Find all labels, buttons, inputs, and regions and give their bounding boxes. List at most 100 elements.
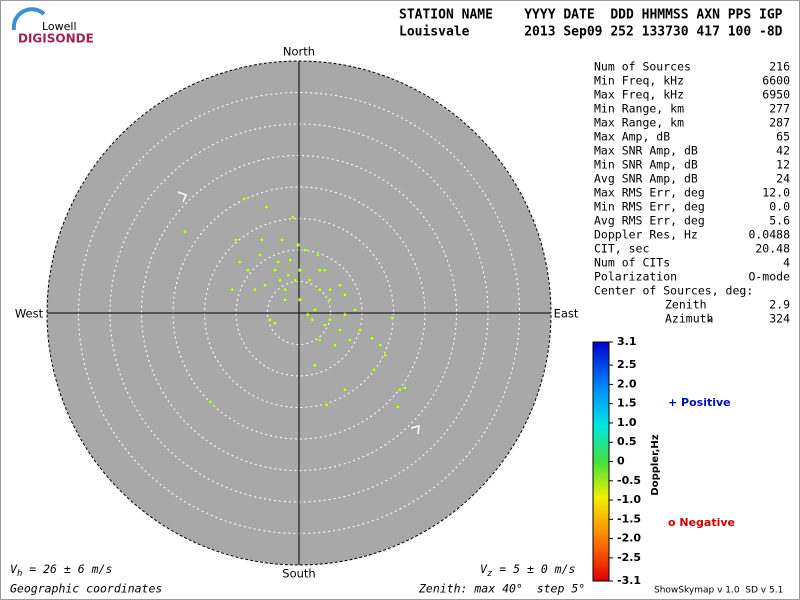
source-point: [242, 196, 247, 202]
source-point: [298, 268, 303, 273]
colorbar-tick-label: 2.5: [617, 358, 637, 371]
colorbar: [592, 341, 610, 582]
source-point: [310, 317, 315, 323]
stat-label: Max SNR Amp, dB: [594, 144, 698, 158]
source-point: [230, 287, 235, 292]
dir-label: South: [282, 567, 315, 581]
source-point: [337, 283, 343, 288]
source-point: [295, 242, 300, 248]
stat-label: Min SNR Amp, dB: [594, 158, 698, 172]
stat-label: Num of CITs: [594, 256, 670, 270]
stat-value: 65: [776, 130, 790, 144]
coords-label: Geographic coordinates: [10, 582, 162, 596]
source-point: [288, 257, 293, 263]
colorbar-tick-label: 1.5: [617, 397, 637, 410]
stat-label: Avg RMS Err, deg: [594, 214, 705, 228]
colorbar-tick-label: 2.0: [617, 377, 637, 390]
source-point: [312, 363, 317, 368]
source-point: [322, 322, 327, 328]
stat-value: 6950: [762, 88, 790, 102]
source-point: [378, 343, 383, 348]
center-label: Zenith: [665, 298, 707, 312]
stat-label: Min Freq, kHz: [594, 74, 684, 88]
source-point: [298, 297, 303, 302]
source-point: [267, 317, 273, 323]
stat-label: Max Range, km: [594, 116, 684, 130]
source-point: [402, 385, 407, 391]
source-point: [358, 327, 363, 333]
source-point: [390, 315, 395, 321]
source-point: [307, 278, 312, 283]
header-line: Louisvale 2013 Sep09 252 133730 417 100 …: [399, 25, 783, 40]
stat-label: Max Amp, dB: [594, 130, 670, 144]
source-point: [352, 307, 358, 312]
stat-label: Doppler Res, Hz: [594, 228, 698, 242]
stat-label: Num of Sources: [594, 60, 691, 74]
source-point: [312, 307, 317, 312]
source-point: [342, 292, 348, 297]
colorbar-tick-label: -3.1: [617, 574, 641, 587]
stat-value: 6600: [762, 74, 790, 88]
source-point: [272, 320, 278, 326]
stat-value: 0.0: [769, 200, 790, 214]
dir-label: North: [283, 45, 315, 59]
colorbar-tick-label: 0.5: [617, 435, 637, 448]
logo-bottom: DIGISONDE: [18, 32, 94, 46]
stat-label: Avg SNR Amp, dB: [594, 172, 698, 186]
stat-value: O-mode: [748, 270, 790, 284]
stat-label: Min RMS Err, deg: [594, 200, 705, 214]
dir-label: West: [15, 307, 44, 321]
source-point: [397, 387, 402, 392]
legend-negative: o Negative: [668, 516, 735, 529]
source-point: [347, 337, 353, 343]
stat-label: CIT, sec: [594, 242, 649, 256]
colorbar-tick-label: -2.5: [617, 551, 641, 564]
stat-value: 42: [776, 144, 790, 158]
zenith-label: Zenith: max 40° step 5°: [418, 582, 585, 596]
source-point: [305, 312, 310, 317]
azimuth-icon: [707, 317, 713, 322]
source-point: [233, 237, 239, 243]
source-point: [264, 205, 269, 210]
source-point: [317, 287, 322, 292]
stat-value: 12: [776, 158, 790, 172]
stat-value: 216: [769, 60, 790, 74]
colorbar-tick-label: 0: [617, 455, 625, 468]
source-point: [279, 237, 285, 243]
source-point: [342, 387, 348, 392]
source-point: [278, 278, 283, 283]
stat-value: 277: [769, 102, 790, 116]
stat-label: Min Range, km: [594, 102, 684, 116]
source-point: [252, 287, 257, 292]
stat-value: 4: [783, 256, 790, 270]
legend-positive: + Positive: [668, 396, 731, 409]
colorbar-tick-label: 1.0: [617, 416, 637, 429]
stat-value: 5.6: [769, 214, 790, 228]
stat-value: 24: [776, 172, 790, 186]
source-point: [182, 229, 188, 234]
source-point: [293, 278, 298, 283]
stat-label: Max Freq, kHz: [594, 88, 684, 102]
stat-value: 0.0488: [748, 228, 790, 242]
stat-value: 20.48: [755, 242, 790, 256]
stat-value: 287: [769, 116, 790, 130]
source-point: [317, 268, 322, 273]
source-point: [371, 367, 377, 372]
source-point: [283, 287, 288, 292]
colorbar-tick-label: -1.0: [617, 493, 641, 506]
dir-label: East: [554, 307, 579, 321]
source-point: [342, 312, 348, 317]
source-point: [276, 259, 281, 265]
source-point: [272, 268, 278, 273]
header-line: STATION NAME YYYY DATE DDD HHMMSS AXN PP…: [399, 8, 783, 23]
center-value: 324: [769, 312, 790, 326]
source-point: [332, 343, 338, 348]
source-point: [315, 252, 321, 258]
source-point: [303, 247, 308, 253]
source-point: [259, 237, 264, 243]
source-point: [290, 215, 295, 220]
stat-label: Max RMS Err, deg: [594, 186, 705, 200]
marker: [410, 425, 420, 435]
